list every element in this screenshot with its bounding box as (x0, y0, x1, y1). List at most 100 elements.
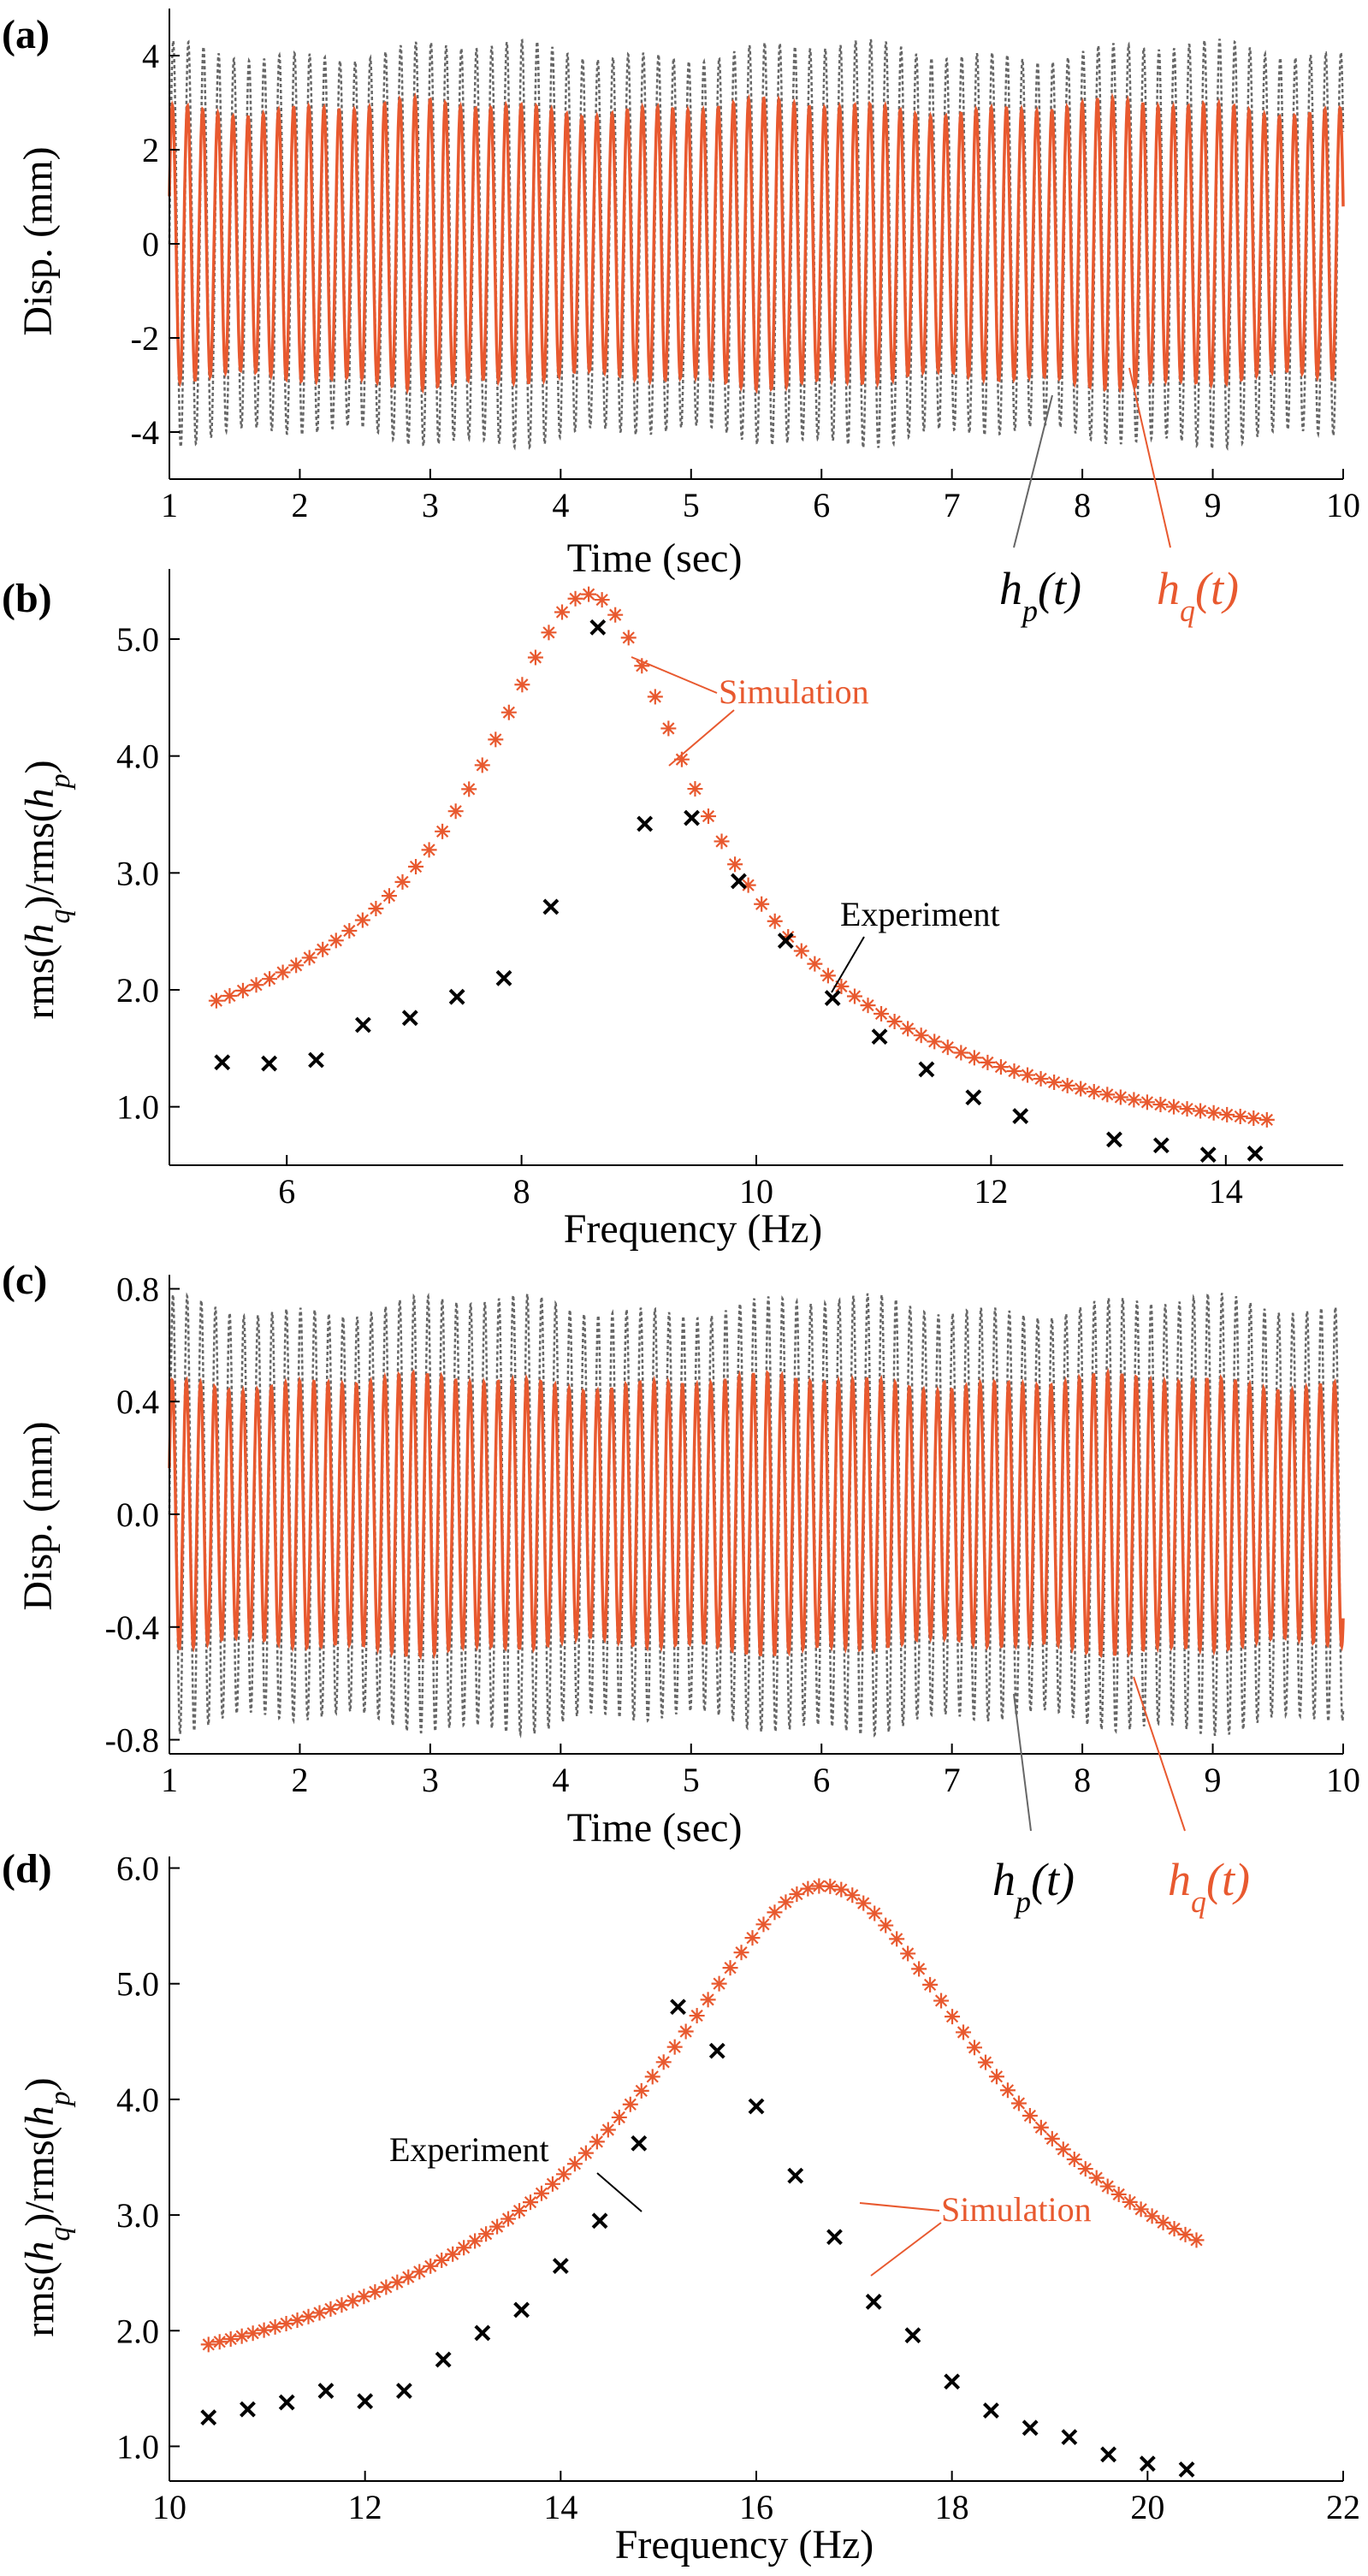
panel-d-simulation-point-stroke (813, 1880, 826, 1892)
panel-b-simulation-point-stroke (902, 1022, 915, 1035)
panel-d-simulation-point (856, 1895, 872, 1911)
panel-a-x-tick-label: 8 (1074, 486, 1091, 524)
panel-d-simulation-point (234, 2328, 250, 2344)
panel-b-simulation-point (727, 856, 743, 873)
panel-b-simulation-point-stroke (1260, 1113, 1273, 1127)
panel-b-simulation-point (315, 941, 331, 957)
panel-d-simulation-point-stroke (424, 2259, 437, 2272)
panel-d-simulation-point (622, 2096, 638, 2112)
panel-b-simulation-point (514, 677, 530, 693)
panel-b-simulation-point (1073, 1081, 1089, 1097)
panel-b-simulation-point-stroke (955, 1046, 968, 1059)
panel-b-experiment-point (448, 988, 465, 1005)
panel-b-simulation-point-stroke (223, 989, 236, 1003)
panel-d-simulation-point (633, 2082, 649, 2099)
panel-b-simulation-point-stroke (396, 875, 409, 889)
panel-b-experiment-point (918, 1061, 935, 1078)
panel-d-experiment-point-stroke (1061, 2429, 1078, 2446)
panel-b-simulation-point-stroke (529, 651, 542, 664)
panel-d-simulation-point-stroke (535, 2187, 548, 2200)
panel-d-simulation-point-stroke (1023, 2109, 1037, 2123)
panel-d-experiment-point (631, 2135, 648, 2152)
panel-b-experiment-point-stroke (824, 990, 841, 1006)
panel-b-simulation-point-stroke (489, 733, 502, 746)
panel-d-x-tick-label: 16 (739, 2488, 773, 2526)
panel-b-simulation-point-stroke (370, 902, 382, 915)
panel-a-x-tick-label: 1 (161, 486, 178, 524)
panel-b-simulation-point (714, 833, 730, 850)
panel-b-simulation-point-stroke (808, 957, 821, 970)
panel-b-simulation-point-stroke (755, 897, 768, 910)
panel-b-simulation-point (634, 658, 650, 674)
panel-d-y-tick-label: 5.0 (116, 1965, 159, 2004)
panel-d-simulation-point (577, 2145, 594, 2161)
panel-b-simulation-point-stroke (928, 1035, 941, 1048)
panel-d-simulation-point (544, 2176, 560, 2192)
panel-b-experiment-point-stroke (637, 815, 654, 832)
panel-d-simulation-point (844, 1887, 861, 1904)
panel-d-simulation-leader-2 (870, 2222, 942, 2277)
panel-b-simulation-point (607, 607, 624, 623)
panel-d-simulation-point (1033, 2119, 1049, 2135)
panel-d-simulation-point (744, 1930, 761, 1946)
panel-b-simulation-point (1219, 1106, 1235, 1122)
panel-d-simulation-point (1188, 2232, 1205, 2248)
panel-b-experiment-point (731, 873, 747, 890)
panel-b-simulation-point-stroke (994, 1060, 1008, 1074)
panel-d-simulation-point (1166, 2221, 1182, 2237)
panel-d-simulation-point-stroke (1134, 2203, 1147, 2216)
panel-c-x-tick-label: 8 (1074, 1761, 1091, 1799)
panel-d-simulation-point-stroke (902, 1947, 915, 1960)
panel-d-simulation-point-stroke (668, 2040, 681, 2053)
panel-b-simulation-point-stroke (768, 915, 781, 927)
panel-d-experiment-point (200, 2409, 217, 2426)
panel-d-simulation-point-stroke (1190, 2234, 1203, 2247)
panel-b-simulation-point-stroke (569, 592, 582, 605)
panel-b-simulation-point-stroke (356, 914, 370, 927)
panel-d-simulation-point-stroke (501, 2212, 515, 2225)
panel-b-simulation-point-stroke (276, 966, 289, 979)
panel-b-experiment-point (824, 990, 841, 1006)
panel-d-experiment-point-stroke (1139, 2455, 1156, 2472)
panel-d-simulation-point (822, 1878, 838, 1894)
panel-b-ylabel: rms(hq)/rms(hp) (17, 760, 76, 1019)
panel-d-simulation-point (478, 2226, 494, 2242)
panel-d-simulation-point (445, 2246, 461, 2262)
panel-d-simulation-point-stroke (956, 2026, 970, 2039)
panel-d-experiment-point-stroke (670, 1999, 686, 2016)
panel-d-experiment-point-stroke (865, 2294, 882, 2310)
panel-b-simulation-point-stroke (463, 783, 476, 796)
panel-b-simulation-point (1126, 1092, 1142, 1108)
panel-b-simulation-point-stroke (675, 753, 689, 766)
panel-d-simulation-point-stroke (1123, 2195, 1136, 2209)
panel-b-simulation-point (1193, 1103, 1209, 1119)
panel-d-simulation-point-stroke (369, 2285, 382, 2299)
panel-d-simulation-point (789, 1886, 805, 1902)
panel-d-simulation-point-stroke (1157, 2216, 1170, 2230)
panel-b-simulation-point (687, 781, 703, 797)
panel-c-series-hq (168, 1367, 1345, 1661)
panel-b-simulation-point (408, 858, 424, 874)
panel-d-simulation-point-stroke (590, 2135, 603, 2148)
panel-b-experiment-point (542, 898, 560, 915)
panel-b-simulation-point-stroke (1034, 1072, 1047, 1086)
panel-d-simulation-point (733, 1945, 749, 1961)
panel-d-simulation-point-stroke (891, 1933, 903, 1945)
panel-d-experiment-point (748, 2098, 765, 2115)
panel-b-simulation-point-stroke (1087, 1085, 1100, 1099)
panel-d-experiment-point-stroke (395, 2383, 412, 2399)
panel-b-simulation-point (966, 1050, 982, 1066)
panel-b-simulation-point (927, 1033, 943, 1050)
panel-c-x-tick-label: 1 (161, 1761, 178, 1799)
panel-c-y-tick-label: 0.8 (116, 1270, 159, 1308)
panel-d-simulation-point (378, 2279, 394, 2295)
panel-b-simulation-point (500, 704, 517, 720)
panel-d-simulation-point (755, 1916, 772, 1933)
panel-d-simulation-point (589, 2134, 605, 2150)
panel-b-simulation-point (860, 998, 876, 1014)
panel-b-experiment-point-stroke (354, 1016, 371, 1033)
panel-d-simulation-point-stroke (601, 2123, 614, 2136)
panel-a-y-tick-label: 0 (142, 225, 159, 264)
panel-b-experiment-point-stroke (684, 809, 700, 826)
panel-d-simulation-point (311, 2305, 328, 2321)
